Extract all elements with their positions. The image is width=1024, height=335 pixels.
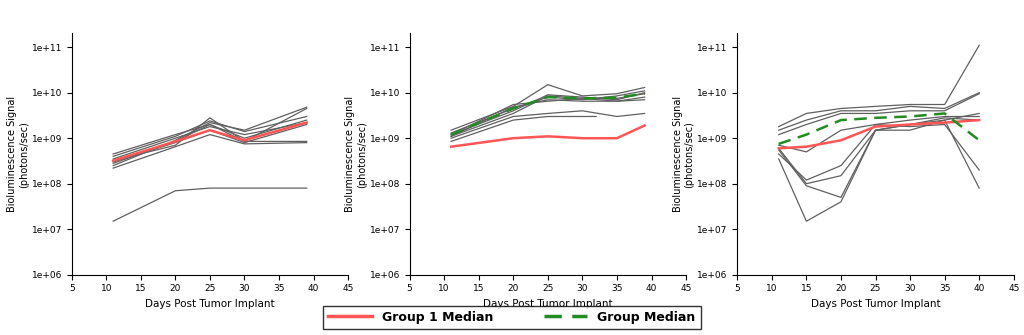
Y-axis label: Bioluminescence Signal
(photons/sec): Bioluminescence Signal (photons/sec)	[7, 96, 29, 212]
Y-axis label: Bioluminescence Signal
(photons/sec): Bioluminescence Signal (photons/sec)	[673, 96, 694, 212]
Legend: Group 1 Median, Group Median: Group 1 Median, Group Median	[324, 306, 700, 329]
X-axis label: Days Post Tumor Implant: Days Post Tumor Implant	[811, 299, 940, 309]
Y-axis label: Bioluminescence Signal
(photons/sec): Bioluminescence Signal (photons/sec)	[345, 96, 367, 212]
X-axis label: Days Post Tumor Implant: Days Post Tumor Implant	[483, 299, 612, 309]
X-axis label: Days Post Tumor Implant: Days Post Tumor Implant	[145, 299, 274, 309]
